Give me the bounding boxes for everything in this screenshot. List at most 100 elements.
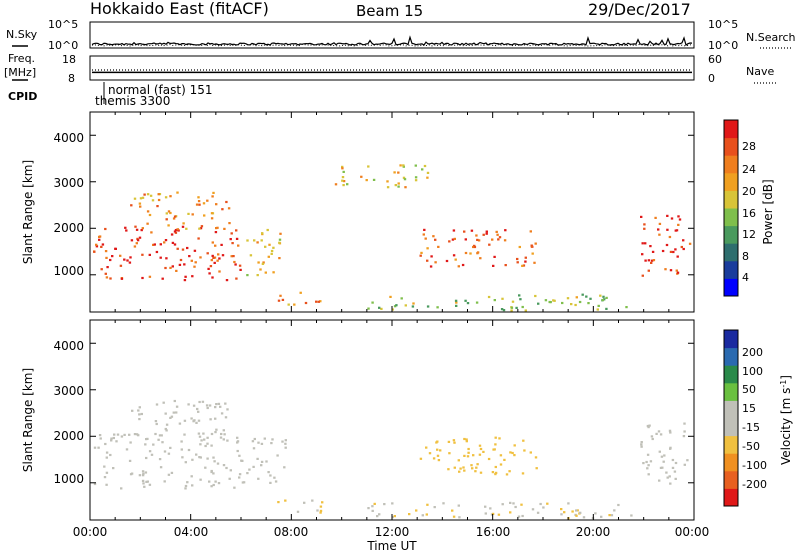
velocity-cell: [319, 505, 323, 508]
velocity-cell: [658, 450, 661, 453]
power-cell: [183, 263, 186, 266]
velocity-colorbar-swatch: [724, 330, 738, 349]
power-cell: [677, 223, 680, 226]
freq-tick-bottom: 8: [68, 72, 75, 85]
power-cell: [197, 196, 200, 199]
power-cell: [448, 240, 451, 243]
power-cell: [190, 259, 193, 262]
velocity-cell: [659, 433, 663, 436]
velocity-cell: [474, 470, 477, 473]
velocity-cell: [110, 439, 113, 442]
velocity-cell: [433, 506, 436, 509]
power-cell: [389, 295, 392, 298]
velocity-cell: [120, 487, 123, 490]
velocity-colorbar-swatch: [724, 470, 738, 489]
velocity-cell: [655, 432, 658, 435]
velocity-cell: [240, 459, 243, 462]
power-cell: [304, 301, 308, 305]
velocity-cell: [436, 440, 439, 443]
power-cell: [176, 191, 179, 194]
power-cell: [176, 247, 179, 250]
power-cell: [430, 255, 433, 258]
velocity-cell: [613, 509, 616, 512]
velocity-cell: [199, 443, 202, 446]
power-colorbar-swatch: [724, 208, 738, 227]
power-cell: [625, 306, 628, 309]
power-cell: [566, 297, 570, 300]
power-cell: [341, 176, 345, 179]
power-cell: [152, 243, 155, 246]
noise-frame: [89, 21, 695, 49]
velocity-cell: [214, 417, 217, 420]
power-cell: [561, 301, 564, 305]
power-cell: [287, 303, 290, 306]
power-cell: [452, 229, 456, 232]
velocity-cell: [148, 450, 152, 453]
velocity-cell: [521, 472, 525, 475]
velocity-cell: [426, 503, 429, 506]
power-cell: [453, 237, 456, 240]
velocity-cbar-label-sup: -1: [779, 380, 788, 388]
power-cell: [133, 197, 137, 200]
power-cell: [426, 305, 430, 308]
velocity-ytick-4000: 4000: [53, 339, 84, 353]
velocity-cell: [436, 448, 439, 451]
noise-search-label: N.Search: [746, 31, 796, 44]
power-cell: [106, 266, 109, 269]
freq-label: Freq.: [8, 52, 35, 65]
power-cell: [267, 255, 270, 258]
time-axis-label: Time UT: [366, 539, 417, 553]
power-cell: [404, 186, 407, 189]
velocity-cell: [190, 417, 193, 420]
power-colorbar-swatch: [724, 243, 738, 262]
freq-unit-label: [MHz]: [4, 66, 36, 79]
velocity-cell: [260, 464, 263, 467]
velocity-cell: [523, 449, 526, 452]
velocity-cell: [671, 458, 675, 462]
power-cell: [230, 232, 233, 235]
power-panel: Slant Range [km] 1000 2000 3000 4000 4 8…: [21, 111, 775, 313]
velocity-cell: [169, 446, 172, 449]
power-cell: [210, 212, 214, 215]
power-cell: [111, 255, 114, 258]
power-cell: [524, 309, 527, 312]
power-cell: [203, 214, 206, 217]
cpid-mode-normal: normal (fast) 151: [108, 83, 212, 97]
power-cell: [461, 263, 465, 267]
power-cell: [380, 307, 383, 310]
power-cell: [504, 229, 507, 232]
power-cell: [675, 229, 679, 232]
power-cell: [146, 210, 150, 213]
velocity-cell: [206, 442, 209, 445]
power-cell: [643, 227, 646, 230]
velocity-cell: [521, 514, 524, 518]
velocity-cell: [158, 458, 162, 461]
velocity-cell: [296, 510, 300, 513]
velocity-cell: [498, 437, 501, 440]
power-cell: [104, 272, 107, 275]
power-cell: [575, 296, 578, 299]
velocity-cell: [378, 513, 381, 516]
power-cell: [178, 263, 182, 266]
power-cell: [260, 239, 263, 242]
power-cell: [641, 242, 644, 245]
velocity-cell: [150, 453, 154, 456]
power-cell: [146, 222, 149, 225]
velocity-cell: [499, 454, 503, 457]
velocity-cell: [210, 469, 213, 473]
power-cell: [466, 302, 470, 305]
velocity-cell: [141, 474, 145, 477]
power-cell: [109, 258, 112, 262]
velocity-cell: [608, 514, 611, 517]
velocity-colorbar: [724, 330, 738, 507]
power-cell: [587, 302, 590, 305]
power-cell: [218, 257, 221, 260]
power-cell: [208, 272, 211, 275]
velocity-cell: [640, 441, 643, 444]
velocity-cbar-label-main: Velocity [m s: [779, 388, 793, 465]
power-colorbar-swatch: [724, 190, 738, 209]
power-cell: [253, 239, 256, 242]
velocity-cell: [284, 439, 287, 442]
power-cell: [434, 261, 437, 264]
velocity-cell: [186, 481, 189, 484]
